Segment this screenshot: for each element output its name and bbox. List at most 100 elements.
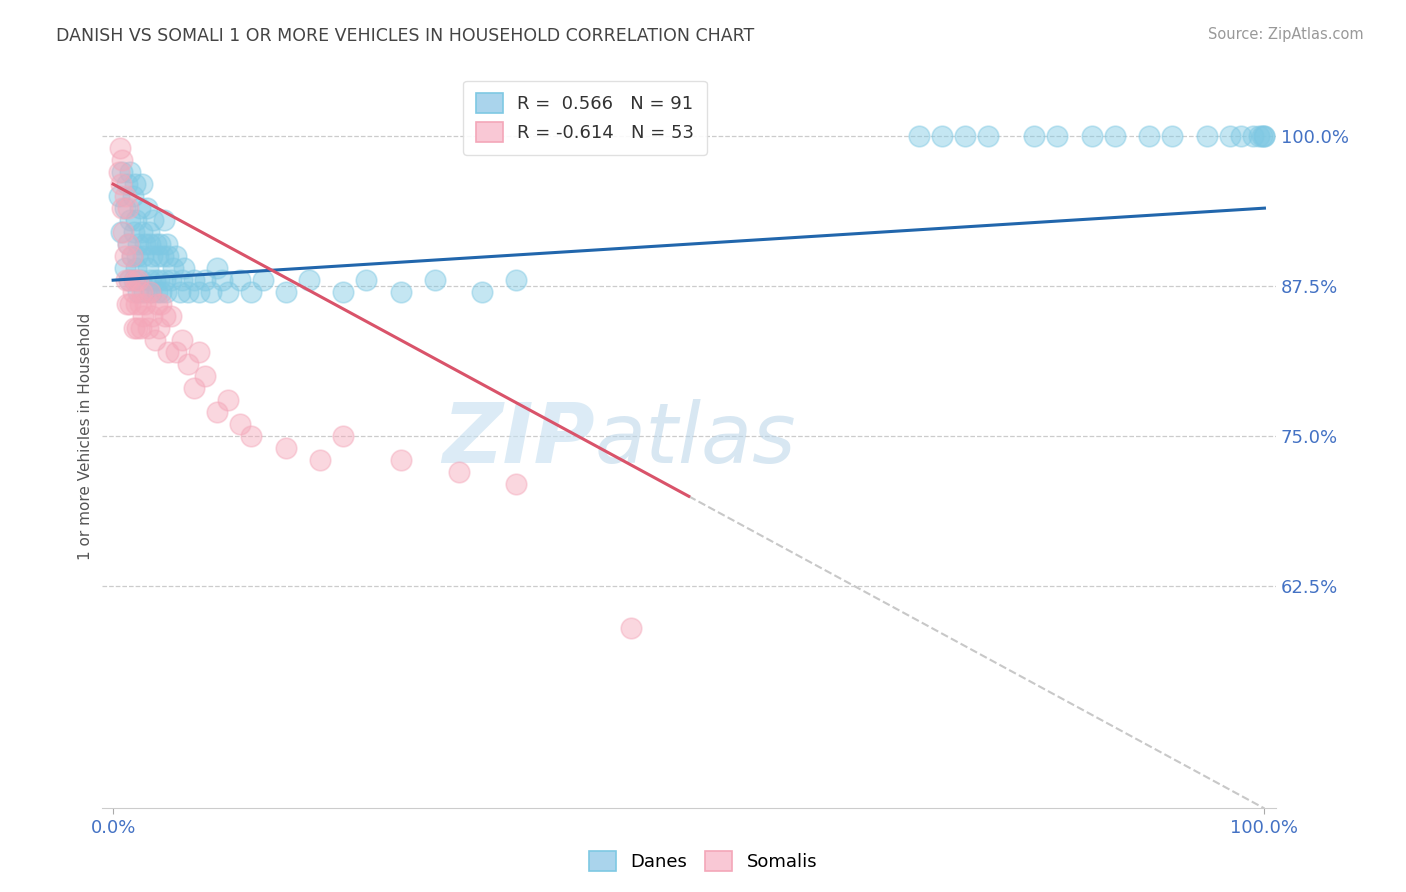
Point [118,273,141,287]
Point [115,297,138,311]
Point [129,273,152,287]
Point [146,285,169,300]
Point [977,129,1000,144]
Point [150,297,173,311]
Point [141,309,163,323]
Point [188,285,211,300]
Text: Source: ZipAtlas.com: Source: ZipAtlas.com [1208,27,1364,42]
Point [115,177,138,191]
Point [298,273,321,287]
Point [146,297,169,311]
Point [165,345,187,359]
Point [1195,129,1218,144]
Y-axis label: 1 or more Vehicles in Household: 1 or more Vehicles in Household [79,312,93,560]
Point [150,285,173,300]
Point [131,177,153,191]
Point [121,285,143,300]
Point [194,273,217,287]
Legend: R =  0.566   N = 91, R = -0.614   N = 53: R = 0.566 N = 91, R = -0.614 N = 53 [463,80,707,154]
Point [229,273,252,287]
Point [153,309,176,323]
Point [120,165,142,179]
Point [953,129,976,144]
Point [141,249,163,263]
Point [124,273,146,287]
Point [205,261,228,276]
Point [124,177,146,191]
Point [183,273,205,287]
Point [172,273,194,287]
Point [134,237,156,252]
Point [110,225,132,239]
Point [169,285,191,300]
Point [117,201,139,215]
Point [162,261,184,276]
Point [172,333,194,347]
Point [127,249,149,263]
Point [136,321,159,335]
Point [148,273,170,287]
Point [173,261,195,276]
Point [200,285,222,300]
Point [217,393,239,408]
Point [120,213,142,227]
Text: ZIP: ZIP [443,400,595,481]
Point [332,285,354,300]
Point [143,333,166,347]
Point [139,273,162,287]
Point [447,465,470,479]
Point [1247,129,1270,144]
Point [1104,129,1126,144]
Point [145,237,167,252]
Point [332,429,354,443]
Point [114,261,136,276]
Point [1251,129,1274,144]
Point [1161,129,1184,144]
Point [149,237,172,252]
Point [356,273,378,287]
Point [118,273,141,287]
Point [132,249,155,263]
Point [122,225,145,239]
Point [111,165,134,179]
Point [252,273,274,287]
Point [121,249,143,263]
Point [108,141,131,155]
Point [211,273,233,287]
Point [240,429,263,443]
Point [1230,129,1253,144]
Point [108,165,131,179]
Point [121,249,143,263]
Point [122,273,145,287]
Point [117,237,139,252]
Point [111,201,134,215]
Point [470,285,492,300]
Point [139,285,162,300]
Point [620,621,643,635]
Point [129,321,152,335]
Text: atlas: atlas [595,400,796,481]
Point [127,321,149,335]
Point [1024,129,1046,144]
Point [136,261,159,276]
Point [177,357,200,371]
Point [217,285,239,300]
Point [1253,129,1275,144]
Point [157,249,180,263]
Point [117,237,139,252]
Point [183,381,205,395]
Point [108,189,131,203]
Point [146,249,169,263]
Point [127,273,149,287]
Point [240,285,263,300]
Point [159,273,181,287]
Point [114,201,136,215]
Point [229,417,252,432]
Point [1253,129,1275,144]
Point [135,201,157,215]
Point [165,249,187,263]
Point [114,273,136,287]
Point [121,189,143,203]
Point [132,309,155,323]
Point [125,261,148,276]
